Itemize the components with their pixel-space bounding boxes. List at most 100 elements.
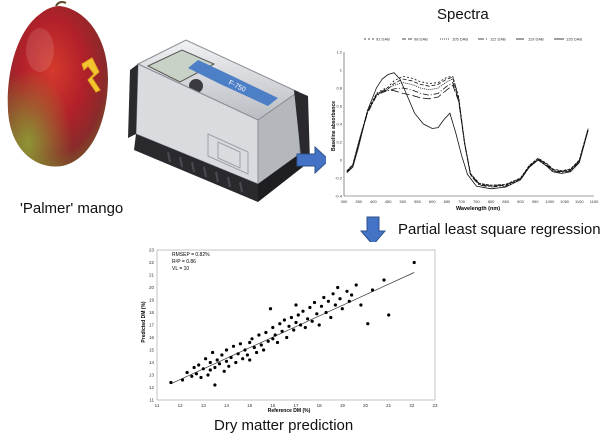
scatter-point — [299, 323, 303, 327]
scatter-point — [180, 378, 185, 382]
scatter-point — [248, 358, 252, 362]
scatter-x-tick: 11 — [155, 403, 160, 408]
spectra-x-tick: 1000 — [545, 199, 555, 204]
scatter-point — [208, 360, 212, 365]
spectra-series-line — [346, 84, 589, 187]
scatter-point — [271, 325, 275, 330]
spectra-legend-label: 112 DAB — [490, 37, 506, 42]
spectra-x-tick: 1150 — [590, 199, 599, 204]
scatter-x-tick: 12 — [178, 403, 184, 408]
scatter-point — [280, 329, 284, 333]
scatter-point — [317, 323, 321, 327]
scatter-point — [315, 312, 319, 316]
spectra-y-tick: 1.2 — [336, 50, 342, 55]
scatter-point — [294, 303, 298, 307]
spectra-chart: 300 350 400 450 500 550 600 650 700 750 800 850 900 9… — [326, 28, 602, 214]
spectra-x-tick: 300 — [341, 199, 348, 204]
scatter-point — [310, 319, 314, 323]
spectra-series-line — [346, 78, 589, 186]
scatter-point — [224, 348, 229, 352]
scatter-point — [268, 307, 273, 311]
spectra-y-tick: 0.4 — [336, 122, 342, 127]
scatter-x-tick: 13 — [201, 403, 207, 408]
scatter-point — [227, 364, 231, 368]
scatter-point — [224, 359, 229, 363]
scatter-point — [319, 304, 324, 308]
scatter-point — [336, 285, 340, 290]
spectra-x-tick: 350 — [355, 199, 362, 204]
nir-spectrometer-device: F-750 — [128, 39, 310, 202]
spectra-x-tick: 950 — [532, 199, 539, 204]
scatter-plot-area — [156, 249, 436, 401]
scatter-point — [190, 374, 194, 378]
scatter-point — [350, 293, 354, 297]
scatter-point — [282, 318, 286, 322]
scatter-point — [266, 339, 270, 343]
scatter-point — [338, 297, 342, 301]
scatter-y-tick: 20 — [149, 285, 155, 290]
scatter-point — [366, 322, 370, 326]
scatter-point — [169, 380, 173, 385]
scatter-point — [236, 352, 240, 356]
mango-photo — [7, 1, 109, 167]
spectra-y-tick: 0 — [340, 158, 343, 163]
spectra-x-tick: 700 — [458, 199, 465, 204]
spectra-y-tick: 0.2 — [336, 140, 342, 145]
scatter-point — [354, 283, 358, 287]
scatter-y-tick: 17 — [149, 323, 155, 328]
scatter-point — [238, 342, 242, 346]
scatter-y-tick: 12 — [149, 385, 155, 390]
scatter-point — [213, 383, 217, 387]
scatter-x-tick: 21 — [386, 403, 392, 408]
scatter-x-tick: 17 — [293, 403, 299, 408]
dm-scatter-chart: 11 12 13 14 15 16 17 18 19 20 21 22 23 11 12 13 14 15 16 17… — [137, 242, 443, 414]
scatter-y-tick: 19 — [149, 298, 155, 303]
spectra-x-tick: 800 — [488, 199, 495, 204]
scatter-y-tick: 18 — [149, 310, 155, 315]
scatter-y-tick: 16 — [149, 335, 155, 340]
spectra-x-tick: 650 — [444, 199, 451, 204]
regression-label: Partial least square regression — [398, 221, 601, 238]
scatter-point — [213, 365, 217, 370]
scatter-point — [308, 305, 312, 310]
scatter-point — [285, 335, 289, 340]
scatter-x-tick: 18 — [317, 403, 323, 408]
spectra-x-tick: 750 — [473, 199, 480, 204]
spectra-x-tick: 450 — [385, 199, 392, 204]
prediction-label: Dry matter prediction — [214, 417, 354, 434]
scatter-annotation-vl: VL = 10 — [172, 266, 189, 272]
scatter-point — [275, 340, 280, 345]
scatter-point — [211, 350, 215, 355]
scatter-point — [206, 373, 210, 377]
scatter-point — [331, 292, 335, 296]
scatter-point — [234, 360, 238, 365]
spectra-x-tick: 400 — [370, 199, 377, 204]
scatter-x-tick: 16 — [270, 403, 276, 408]
measurement-spot-icon — [81, 57, 101, 93]
scatter-y-tick: 23 — [149, 248, 155, 253]
scatter-point — [324, 310, 328, 315]
scatter-point — [217, 362, 222, 366]
scatter-point — [296, 313, 300, 317]
scatter-annotation-r2: R²P = 0.86 — [172, 259, 196, 265]
scatter-point — [248, 340, 252, 345]
scatter-point — [347, 299, 351, 303]
spectra-x-tick: 1050 — [560, 199, 570, 204]
spectra-legend-label: 119 DAB — [528, 37, 544, 42]
spectra-x-tick: 900 — [517, 199, 524, 204]
scatter-x-tick: 19 — [340, 403, 346, 408]
spectra-y-tick: -0.4 — [335, 194, 343, 199]
spectra-legend-label: 91 DAB — [376, 37, 390, 42]
scatter-point — [278, 322, 282, 326]
scatter-point — [271, 337, 275, 341]
scatter-point — [387, 313, 391, 317]
arrow-right-icon — [296, 146, 330, 174]
scatter-point — [340, 307, 344, 311]
scatter-point — [264, 330, 268, 335]
spectra-series-line — [346, 72, 589, 190]
scatter-point — [201, 367, 205, 371]
scatter-x-tick: 20 — [363, 403, 369, 408]
spectra-series-line — [346, 76, 589, 187]
scatter-point — [289, 315, 293, 320]
scatter-point — [312, 300, 317, 305]
